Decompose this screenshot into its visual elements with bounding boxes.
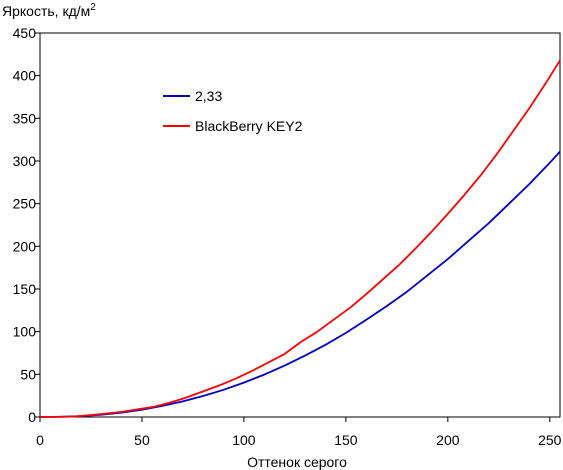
y-tick-label: 450	[13, 25, 37, 41]
y-tick-label: 100	[13, 324, 37, 340]
y-tick-label: 350	[13, 110, 37, 126]
y-tick-label: 400	[13, 68, 37, 84]
y-tick-label: 250	[13, 196, 37, 212]
legend: 2,33 BlackBerry KEY2	[163, 88, 303, 134]
y-axis: 0 50 100 150 200 250 300 350 400 450	[13, 25, 40, 425]
x-axis-title: Оттенок серого	[247, 454, 347, 470]
x-tick-label: 50	[134, 432, 150, 448]
series-layer	[39, 59, 561, 418]
x-axis: 0 50 100 150 200 250	[36, 417, 562, 448]
x-tick-label: 150	[334, 432, 358, 448]
x-tick-label: 0	[36, 432, 44, 448]
y-tick-label: 50	[20, 366, 36, 382]
x-tick-label: 250	[538, 432, 562, 448]
y-tick-label: 300	[13, 153, 37, 169]
y-axis-title: Яркость, кд/м2	[2, 2, 96, 19]
y-tick-label: 0	[28, 409, 36, 425]
plot-frame	[39, 32, 561, 418]
x-tick-label: 100	[232, 432, 256, 448]
series-line-1	[39, 150, 561, 418]
series-line-2	[39, 59, 561, 418]
plot-area	[39, 32, 561, 418]
legend-label: BlackBerry KEY2	[195, 118, 303, 134]
y-tick-label: 150	[13, 281, 37, 297]
legend-label: 2,33	[195, 88, 222, 104]
y-tick-label: 200	[13, 238, 37, 254]
x-tick-label: 200	[436, 432, 460, 448]
